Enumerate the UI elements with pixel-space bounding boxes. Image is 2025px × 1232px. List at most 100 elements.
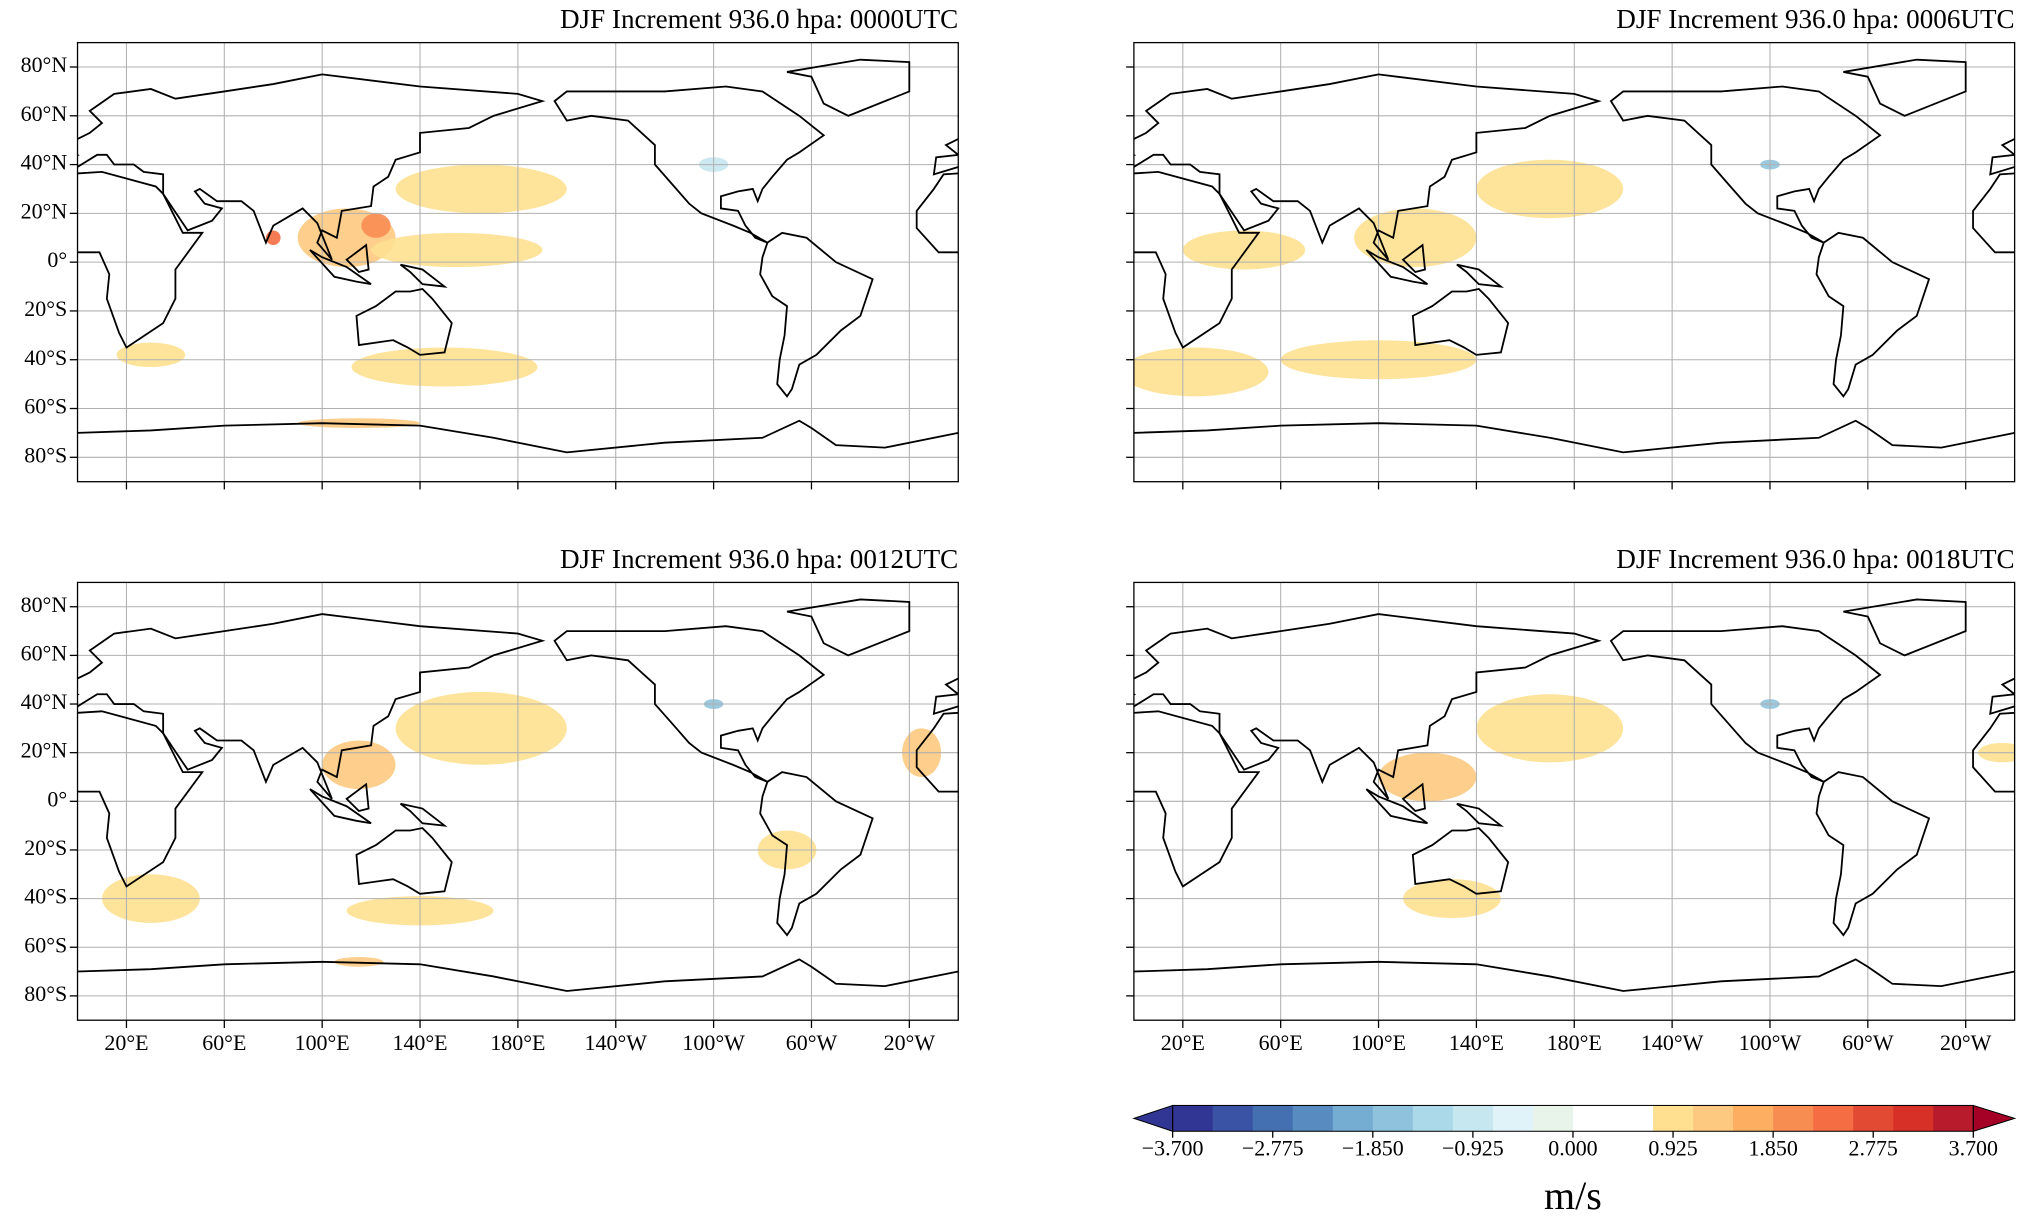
coastline bbox=[309, 249, 372, 286]
colorbar-segment bbox=[1372, 1105, 1414, 1132]
coastline bbox=[576, 804, 620, 826]
y-tick-label: 0° bbox=[47, 247, 67, 272]
increment-contour bbox=[1133, 347, 1269, 397]
coastline bbox=[399, 802, 448, 827]
y-tick-label: 60°S bbox=[24, 394, 67, 419]
coastline bbox=[932, 677, 959, 716]
increment-contour bbox=[371, 232, 543, 268]
coastline bbox=[1456, 802, 1504, 827]
coastline bbox=[522, 784, 544, 811]
increment-contour bbox=[334, 956, 384, 967]
coastline bbox=[1641, 233, 1754, 396]
coastline bbox=[936, 233, 1049, 396]
increment-contour bbox=[1354, 208, 1477, 268]
coastline bbox=[786, 58, 911, 117]
x-tick-label: 60°W bbox=[1842, 1030, 1894, 1055]
coastline bbox=[786, 598, 911, 657]
y-tick-label: 80°N bbox=[21, 52, 68, 77]
coastline bbox=[77, 710, 205, 888]
x-tick-label: 60°W bbox=[786, 1030, 838, 1055]
increment-contour bbox=[361, 213, 391, 238]
x-tick-label: 60°E bbox=[1259, 1030, 1303, 1055]
map-area bbox=[77, 42, 1754, 482]
coastline bbox=[1133, 170, 1261, 349]
x-tick-label: 20°W bbox=[884, 1030, 936, 1055]
coastline bbox=[212, 711, 378, 886]
coastline bbox=[1401, 782, 1426, 813]
map-area bbox=[77, 582, 1754, 1021]
coastline bbox=[1815, 771, 1931, 937]
colorbar-tick-label: −1.850 bbox=[1342, 1136, 1404, 1161]
panel-title: DJF Increment 936.0 hpa: 0000UTC bbox=[560, 4, 958, 34]
increment-contour bbox=[1476, 159, 1624, 219]
x-tick-label: 100°E bbox=[295, 1030, 350, 1055]
x-tick-label: 20°W bbox=[1940, 1030, 1992, 1055]
x-tick-label: 140°W bbox=[585, 1030, 648, 1055]
colorbar-segment bbox=[1813, 1105, 1854, 1132]
coastline bbox=[1972, 172, 2015, 254]
colorbar-segment bbox=[1613, 1105, 1654, 1132]
colorbar-segment bbox=[1572, 1105, 1614, 1132]
colorbar-segment bbox=[1853, 1105, 1894, 1132]
coastline bbox=[1133, 958, 2015, 992]
x-tick-label: 140°E bbox=[1449, 1030, 1504, 1055]
coastline bbox=[1989, 137, 2015, 176]
coastline bbox=[1609, 85, 1882, 244]
coastline bbox=[1815, 231, 1931, 398]
x-tick-label: 180°E bbox=[1547, 1030, 1602, 1055]
colorbar-segment bbox=[1492, 1105, 1534, 1132]
coastline bbox=[1237, 828, 1332, 894]
map-panel: DJF Increment 936.0 hpa: 0000UTC 80°N 60°N… bbox=[21, 4, 1754, 490]
y-tick-label: 60°N bbox=[21, 101, 68, 126]
colorbar-tick-label: 3.700 bbox=[1949, 1136, 1998, 1161]
colorbar-segment bbox=[1172, 1105, 1214, 1132]
colorbar-tick-label: 0.000 bbox=[1548, 1136, 1597, 1161]
y-tick-label: 40°S bbox=[24, 345, 67, 370]
coastline bbox=[355, 288, 453, 356]
increment-contour bbox=[1378, 752, 1477, 802]
x-tick-label: 60°E bbox=[202, 1030, 246, 1055]
colorbar: −3.700 −2.775 −1.850 −0.925 0.000 0.925 1.850 2… bbox=[1132, 1104, 2017, 1218]
y-tick-label: 40°N bbox=[21, 689, 68, 714]
coastline bbox=[77, 613, 546, 800]
coastline bbox=[77, 419, 959, 454]
x-tick-label: 100°W bbox=[682, 1030, 745, 1055]
coastline bbox=[486, 789, 547, 823]
y-tick-label: 20°S bbox=[24, 296, 67, 321]
coastline bbox=[532, 289, 627, 355]
coastline bbox=[77, 958, 959, 992]
colorbar-segment bbox=[1452, 1105, 1494, 1132]
coastline bbox=[963, 599, 1085, 655]
x-tick-label: 140°E bbox=[392, 1030, 447, 1055]
coastline bbox=[936, 772, 1049, 935]
y-tick-label: 80°S bbox=[24, 981, 67, 1006]
coastline bbox=[532, 828, 627, 894]
x-tick-label: 100°W bbox=[1739, 1030, 1802, 1055]
colorbar-segment bbox=[1693, 1105, 1734, 1132]
colorbar-tick-label: 0.925 bbox=[1648, 1136, 1697, 1161]
x-tick-label: 100°E bbox=[1351, 1030, 1406, 1055]
panel-title: DJF Increment 936.0 hpa: 0012UTC bbox=[560, 544, 958, 574]
coastline bbox=[915, 172, 959, 254]
coastline bbox=[553, 85, 826, 244]
colorbar-segment bbox=[1733, 1105, 1774, 1132]
map-panel: DJF Increment 936.0 hpa: 0012UTC 20°E 60°E… bbox=[21, 544, 1754, 1055]
colorbar-segment bbox=[1653, 1105, 1694, 1132]
colorbar-segment bbox=[1212, 1105, 1254, 1132]
panel-title: DJF Increment 936.0 hpa: 0018UTC bbox=[1616, 544, 2014, 574]
y-tick-label: 20°S bbox=[24, 835, 67, 860]
coastline bbox=[1641, 772, 1754, 935]
colorbar-tick-label: −0.925 bbox=[1442, 1136, 1504, 1161]
y-tick-label: 40°N bbox=[21, 150, 68, 175]
coastline bbox=[963, 60, 1085, 116]
coastline bbox=[77, 73, 546, 261]
increment-contour bbox=[1182, 230, 1306, 270]
y-tick-label: 0° bbox=[47, 786, 67, 811]
colorbar-extend-under bbox=[1132, 1104, 1174, 1132]
colorbar-segment bbox=[1933, 1105, 1974, 1132]
coastline bbox=[2014, 970, 2015, 972]
coastline bbox=[1609, 625, 1882, 783]
y-tick-label: 80°N bbox=[21, 592, 68, 617]
coastline bbox=[2014, 431, 2015, 433]
coastline bbox=[345, 782, 370, 813]
